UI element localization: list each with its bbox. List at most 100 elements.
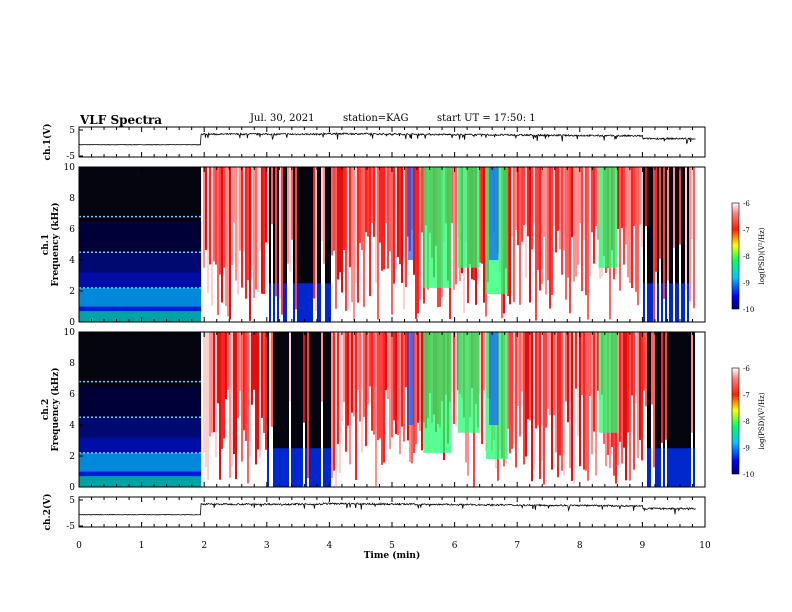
spectro-column xyxy=(421,332,423,451)
spectro-column xyxy=(351,167,353,303)
spectro-column xyxy=(291,167,293,240)
spectro-column xyxy=(271,332,273,427)
spectro-column xyxy=(333,167,335,251)
spectro-column xyxy=(647,167,649,322)
spectro-column xyxy=(667,167,669,281)
spectro-column xyxy=(691,332,693,433)
spectro-column xyxy=(227,167,229,317)
spectro-column xyxy=(383,332,385,463)
spectro-column xyxy=(529,167,531,303)
spectro-column xyxy=(689,448,691,487)
spectro-column xyxy=(623,332,625,448)
spectro-column xyxy=(257,332,259,450)
spectro-column xyxy=(523,332,525,465)
spectro-column xyxy=(357,332,359,390)
spectro-column xyxy=(315,332,317,487)
spectro-column xyxy=(633,167,635,226)
blue-streak-0 xyxy=(489,332,499,425)
spectro-column xyxy=(591,332,593,455)
spectro-column xyxy=(343,167,345,250)
spectro-column xyxy=(627,332,629,433)
spectro-column xyxy=(673,332,675,487)
spectro-column xyxy=(215,332,217,458)
spectro-column xyxy=(589,332,591,397)
blue-streak-0 xyxy=(489,167,499,260)
spectro-column xyxy=(539,332,541,479)
spectro-column xyxy=(245,332,247,441)
spectro-column xyxy=(685,332,687,487)
spectro-column xyxy=(399,167,401,265)
spectro-column xyxy=(275,332,277,487)
spectro-column xyxy=(693,332,695,487)
spectro-column xyxy=(507,332,509,429)
spectro-column xyxy=(309,167,311,322)
spectro-column xyxy=(417,332,419,423)
spectro-column xyxy=(299,167,301,322)
spectro-column xyxy=(537,332,539,426)
spectro-column xyxy=(367,167,369,237)
spectro-column xyxy=(381,167,383,271)
spectro-column xyxy=(289,332,291,402)
spectro-column xyxy=(517,332,519,406)
spectro-column xyxy=(217,167,219,316)
x-axis-label: Time (min) xyxy=(364,550,421,561)
ch2-voltage-ylabel: ch.2(V) xyxy=(42,494,53,531)
spectro-column xyxy=(553,332,555,416)
spectro-column xyxy=(641,332,643,461)
spectro-column xyxy=(581,167,583,291)
spectro-column xyxy=(597,167,599,240)
spectro-column xyxy=(345,332,347,452)
x-tick-label: 3 xyxy=(264,541,270,551)
spectro-column xyxy=(209,167,211,265)
spectro-column xyxy=(479,167,481,263)
spectro-column xyxy=(211,332,213,433)
spectro-column xyxy=(283,448,285,487)
ch1-voltage-ytick-label: 5 xyxy=(69,126,75,136)
spectro-column xyxy=(359,167,361,244)
spectro-column xyxy=(575,332,577,389)
spectro-column xyxy=(517,167,519,246)
spectro-column xyxy=(249,167,251,321)
green-emission-3 xyxy=(598,332,618,433)
spectro-column xyxy=(309,448,311,487)
spectro-column xyxy=(301,332,303,487)
spectro-column xyxy=(521,332,523,392)
spectro-column xyxy=(303,283,305,322)
spectro-column xyxy=(325,283,327,322)
ch1-spectrogram-ylabel-unit: Frequency (kHz) xyxy=(50,202,61,286)
green-emission-0 xyxy=(423,167,452,288)
spectro-column xyxy=(541,167,543,284)
spectro-column xyxy=(231,167,233,266)
spectro-column xyxy=(515,332,517,468)
spectro-column xyxy=(679,332,681,487)
spectro-column xyxy=(673,167,675,248)
spectro-column xyxy=(267,332,269,487)
ch1-spectrogram-colorbar-tick: -10 xyxy=(743,306,754,314)
spectro-column xyxy=(267,448,269,487)
spectro-column xyxy=(665,167,667,322)
spectro-column xyxy=(693,167,695,309)
spectro-column xyxy=(259,167,261,251)
spectro-column xyxy=(327,167,329,322)
spectro-column xyxy=(279,448,281,487)
spectro-column xyxy=(371,167,373,223)
spectro-column xyxy=(669,283,671,322)
spectro-column xyxy=(675,283,677,322)
spectro-column xyxy=(451,332,453,392)
spectro-column xyxy=(655,332,657,487)
spectro-column xyxy=(421,167,423,233)
ch2-spectrogram-ytick-label: 0 xyxy=(69,483,75,493)
spectro-column xyxy=(213,167,215,262)
spectro-column xyxy=(297,332,299,487)
ch2-spectrogram-ylabel-unit: Frequency (kHz) xyxy=(50,367,61,451)
ch2-spectrogram-ytick-label: 6 xyxy=(69,390,75,400)
spectro-column xyxy=(267,167,269,244)
spectro-column xyxy=(629,332,631,481)
spectro-column xyxy=(269,332,271,427)
spectro-column xyxy=(455,167,457,285)
start-time-label: start UT = 17:50: 1 xyxy=(437,113,536,124)
spectro-column xyxy=(665,283,667,322)
spectro-column xyxy=(579,332,581,467)
spectro-column xyxy=(281,448,283,487)
spectro-column xyxy=(581,332,583,395)
